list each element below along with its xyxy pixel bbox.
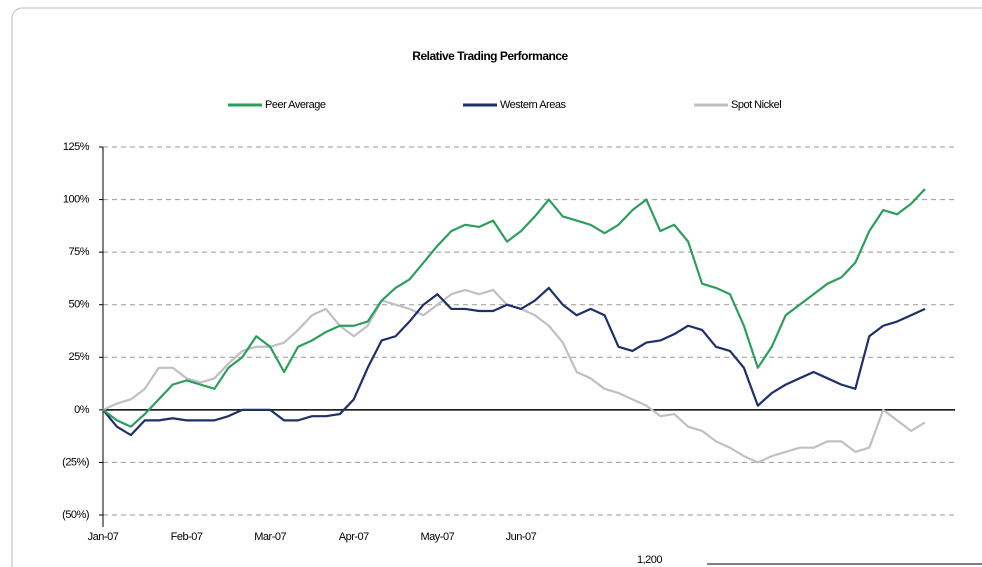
y-tick-label: 25% [68, 351, 89, 363]
chart-title: Relative Trading Performance [412, 49, 568, 63]
legend-label: Spot Nickel [731, 99, 781, 111]
series-line [102, 286, 926, 437]
frame [11, 7, 982, 567]
x-tick-label: Jun-07 [506, 531, 537, 543]
y-tick-label: 100% [63, 193, 90, 205]
legend-label: Western Areas [500, 99, 566, 111]
x-tick-label: May-07 [421, 531, 455, 543]
x-tick-label: Feb-07 [171, 531, 203, 543]
y-tick-label: (25%) [62, 456, 89, 468]
y-tick-label: 125% [63, 141, 90, 153]
x-tick-label: Apr-07 [339, 531, 369, 543]
y-tick-label: (50%) [62, 509, 89, 521]
y-tick-label: 0% [74, 404, 90, 416]
fragment-label: 1,200 [637, 554, 662, 566]
y-tick-label: 50% [68, 299, 89, 311]
x-tick-label: Jan-07 [88, 531, 119, 543]
x-tick-label: Mar-07 [254, 531, 286, 543]
y-tick-label: 75% [68, 246, 89, 258]
series-line [102, 188, 926, 428]
legend-label: Peer Average [265, 99, 326, 111]
